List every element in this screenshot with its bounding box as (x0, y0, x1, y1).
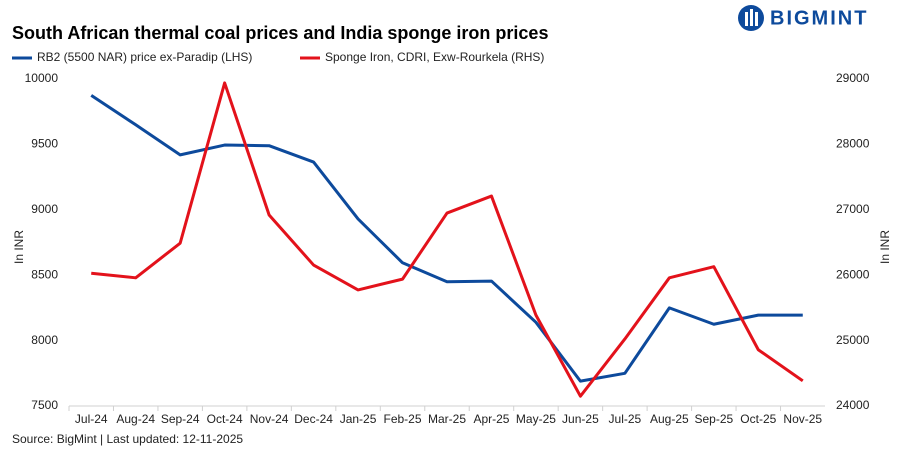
y-tick-label: 7500 (31, 398, 58, 412)
y2-tick-label: 24000 (836, 398, 870, 412)
y-axis-title: In INR (12, 230, 26, 264)
y-tick-label: 9500 (31, 137, 58, 151)
legend-label: Sponge Iron, CDRI, Exw-Rourkela (RHS) (325, 50, 544, 64)
logo-text: BIGMINT (770, 7, 868, 29)
x-tick-label: Nov-25 (783, 412, 822, 426)
y-tick-label: 8000 (31, 333, 58, 347)
x-tick-label: Feb-25 (384, 412, 422, 426)
y2-tick-label: 26000 (836, 267, 870, 281)
x-tick-label: Sep-25 (694, 412, 733, 426)
x-tick-label: Jan-25 (340, 412, 377, 426)
y-tick-label: 9000 (31, 202, 58, 216)
x-tick-label: Aug-25 (650, 412, 689, 426)
x-tick-label: Nov-24 (250, 412, 289, 426)
y2-tick-label: 27000 (836, 202, 870, 216)
y2-tick-label: 29000 (836, 71, 870, 85)
x-tick-label: Oct-24 (207, 412, 243, 426)
x-tick-label: Mar-25 (428, 412, 466, 426)
x-tick-label: Sep-24 (161, 412, 200, 426)
y-tick-label: 10000 (25, 71, 59, 85)
logo: BIGMINT (738, 5, 868, 31)
x-tick-label: Aug-24 (116, 412, 155, 426)
x-tick-label: May-25 (516, 412, 556, 426)
legend-label: RB2 (5500 NAR) price ex-Paradip (LHS) (37, 50, 252, 64)
x-tick-label: Jul-24 (75, 412, 108, 426)
y2-tick-label: 28000 (836, 137, 870, 151)
x-tick-label: Dec-24 (294, 412, 333, 426)
chart-title: South African thermal coal prices and In… (12, 23, 548, 43)
source-note: Source: BigMint | Last updated: 12-11-20… (12, 432, 243, 446)
x-tick-label: Apr-25 (473, 412, 509, 426)
x-tick-label: Oct-25 (740, 412, 776, 426)
y2-axis-title: In INR (878, 230, 892, 264)
series-line (91, 81, 804, 398)
logo-icon-part (745, 12, 748, 26)
y-tick-label: 8500 (31, 267, 58, 281)
logo-icon-part (755, 12, 758, 26)
y2-tick-label: 25000 (836, 333, 870, 347)
x-tick-label: Jun-25 (562, 412, 599, 426)
x-tick-label: Jul-25 (609, 412, 642, 426)
logo-icon-part (750, 9, 753, 26)
series-line (90, 94, 803, 383)
